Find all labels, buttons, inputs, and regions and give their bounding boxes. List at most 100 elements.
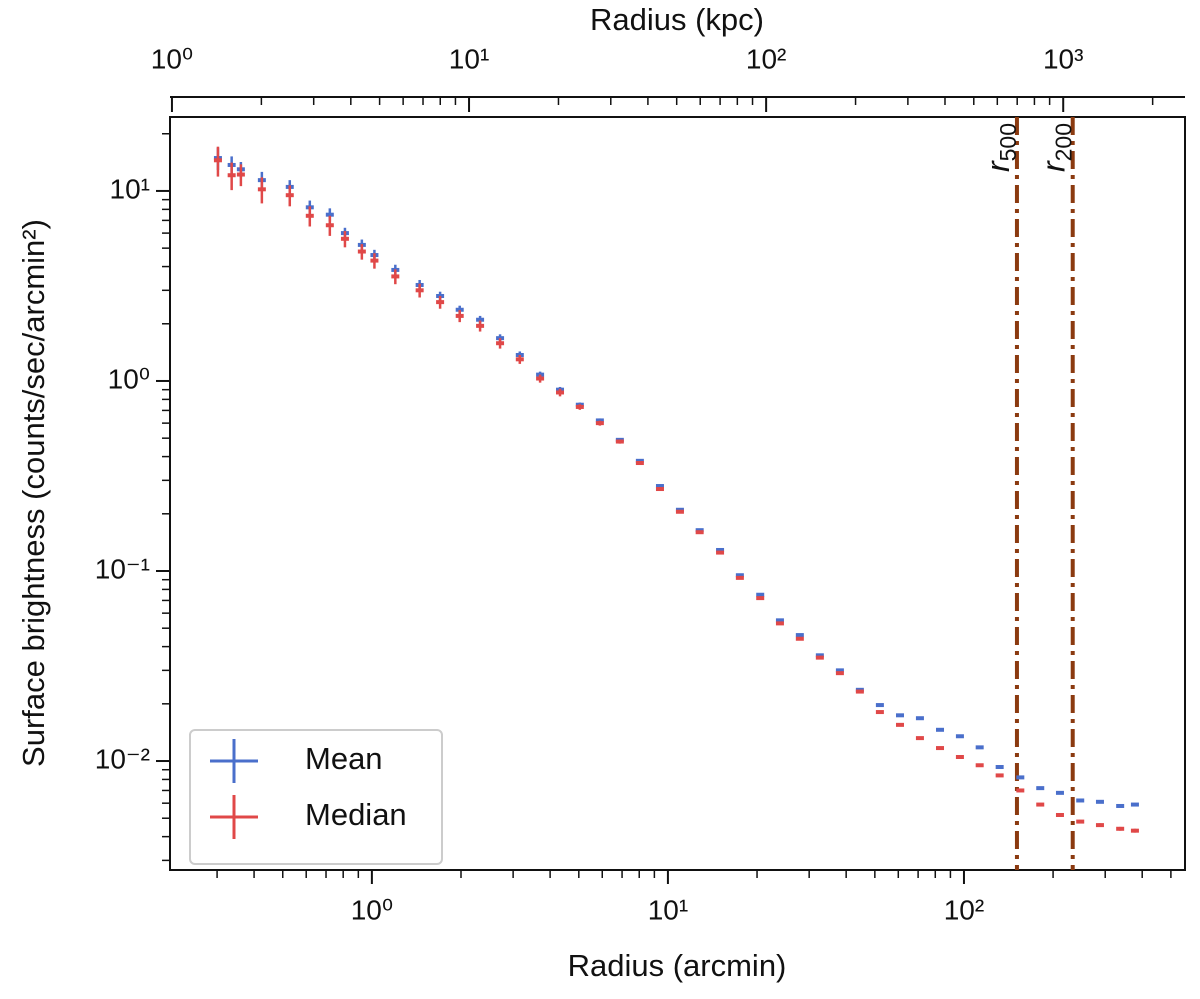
x2-tick-label: 10⁰: [151, 43, 193, 74]
data-point: [815, 653, 824, 658]
y-tick-label: 10¹: [110, 173, 150, 204]
reference-label-main: r: [980, 160, 1016, 172]
data-point: [325, 212, 334, 217]
data-point: [895, 722, 904, 727]
data-point: [735, 575, 744, 580]
data-point: [756, 592, 765, 597]
data-point: [1130, 828, 1139, 833]
x-axis-label: Radius (arcmin): [568, 948, 787, 983]
data-point: [975, 745, 984, 750]
data-point: [370, 258, 379, 263]
y-tick-label: 10⁻²: [95, 743, 150, 774]
data-point: [515, 357, 524, 362]
data-point: [995, 773, 1004, 778]
data-point: [236, 172, 245, 177]
data-point: [835, 668, 844, 673]
data-point: [476, 323, 485, 328]
data-point: [325, 223, 334, 228]
data-point: [975, 763, 984, 768]
data-point: [496, 341, 505, 346]
data-point: [955, 734, 964, 739]
data-point: [1095, 799, 1104, 804]
data-point: [915, 716, 924, 721]
data-point: [915, 736, 924, 741]
data-point: [655, 484, 664, 489]
data-point: [257, 187, 266, 192]
data-point: [716, 547, 725, 552]
data-point: [815, 655, 824, 660]
data-point: [655, 487, 664, 492]
legend-box: [189, 729, 443, 865]
top-axis-label: Radius (kpc): [590, 2, 764, 37]
x-tick-label: 10¹: [648, 894, 688, 925]
data-point: [556, 390, 565, 395]
data-point: [695, 530, 704, 535]
x-tick-label: 10²: [944, 894, 984, 925]
data-point: [795, 633, 804, 638]
data-point: [213, 158, 222, 163]
data-point: [635, 458, 644, 463]
data-point: [855, 689, 864, 694]
data-point: [595, 421, 604, 426]
y-tick-label: 10⁻¹: [95, 553, 150, 584]
data-point: [536, 376, 545, 381]
data-point: [391, 274, 400, 279]
data-point: [716, 550, 725, 555]
data-point: [615, 439, 624, 444]
data-point: [955, 754, 964, 759]
reference-label-main: r: [1036, 160, 1072, 172]
data-point: [415, 288, 424, 293]
reference-label: r500: [980, 123, 1021, 172]
data-point: [436, 300, 445, 305]
data-point: [1036, 802, 1045, 807]
reference-label-sub: 200: [1051, 123, 1077, 161]
data-point: [1055, 790, 1064, 795]
data-point: [895, 713, 904, 718]
data-point: [695, 528, 704, 533]
data-point: [305, 213, 314, 218]
data-point: [936, 746, 945, 751]
data-point: [595, 418, 604, 423]
data-point: [1016, 775, 1025, 780]
data-point: [995, 765, 1004, 770]
data-point: [1095, 823, 1104, 828]
data-point: [476, 317, 485, 322]
x2-tick-label: 10¹: [449, 43, 489, 74]
data-point: [936, 727, 945, 732]
data-point: [835, 671, 844, 676]
data-point: [455, 313, 464, 318]
legend-label: Median: [305, 797, 407, 832]
data-point: [1055, 812, 1064, 817]
data-point: [1036, 786, 1045, 791]
data-point: [227, 173, 236, 178]
data-point: [675, 509, 684, 514]
data-point: [795, 636, 804, 641]
data-point: [1076, 798, 1085, 803]
reference-label: r200: [1036, 123, 1077, 172]
data-point: [1016, 788, 1025, 793]
data-point: [575, 404, 584, 409]
legend-label: Mean: [305, 741, 383, 776]
plot-frame: [169, 116, 1186, 871]
data-point: [635, 461, 644, 466]
reference-label-sub: 500: [995, 123, 1021, 161]
y-axis-label: Surface brightness (counts/sec/arcmin²): [16, 219, 51, 767]
data-point: [1116, 803, 1125, 808]
data-point: [357, 249, 366, 254]
data-point: [775, 618, 784, 623]
data-point: [875, 710, 884, 715]
x2-tick-label: 10³: [1043, 43, 1083, 74]
data-point: [775, 621, 784, 626]
data-point: [1130, 802, 1139, 807]
data-point: [340, 236, 349, 241]
data-point: [756, 596, 765, 601]
y-tick-label: 10⁰: [108, 363, 150, 394]
x-tick-label: 10⁰: [351, 894, 393, 925]
data-point: [875, 703, 884, 708]
data-point: [285, 193, 294, 198]
data-point: [1116, 826, 1125, 831]
data-point: [735, 573, 744, 578]
x2-tick-label: 10²: [746, 43, 786, 74]
